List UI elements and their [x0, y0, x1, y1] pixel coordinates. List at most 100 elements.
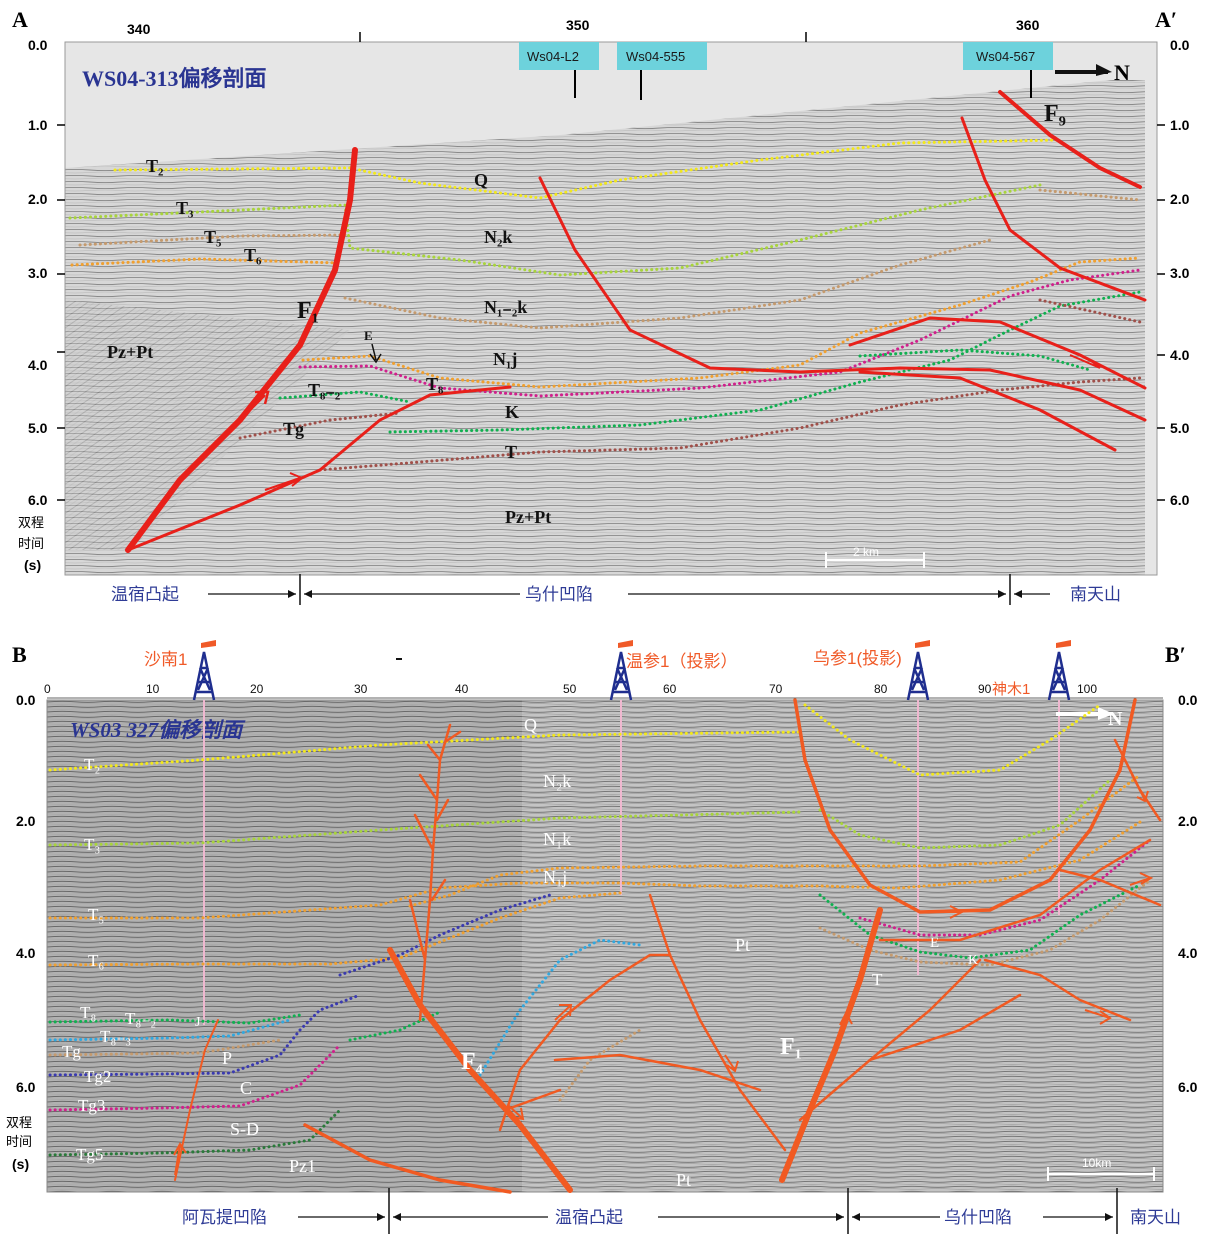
a-horizon-tan2	[343, 238, 992, 330]
well-box-ws04-l2	[519, 42, 599, 70]
a-horizon-orange-left	[70, 257, 342, 267]
b-horizon-t3: T₃	[84, 835, 100, 854]
panel-a-top-tick-360: 360	[1016, 17, 1040, 33]
b-region-awati: 阿瓦提凹陷	[182, 1208, 267, 1227]
b-x40: 40	[455, 682, 469, 696]
a-fault-thrust-right	[848, 316, 1147, 390]
a-label-k: K	[505, 402, 519, 422]
a-label-pzpt-bottom: Pz+Pt	[505, 507, 551, 527]
a-fault-arrow-right	[1069, 354, 1101, 369]
b-x0: 0	[44, 682, 51, 696]
b-horizon-cyan	[48, 938, 642, 1077]
b-label-pt2: Pt	[676, 1170, 691, 1190]
b-horizon-orange1	[408, 773, 1142, 908]
a-horizon-green	[278, 290, 1142, 434]
b-label-pz1: Pz1	[289, 1156, 316, 1176]
b-label-sd: S-D	[230, 1119, 259, 1139]
b-horizon-orange2	[48, 820, 1142, 920]
b-horizon-darkblue	[48, 893, 552, 1077]
a-right-t4: 4.0	[1170, 347, 1190, 363]
b-fault-central-arc	[498, 953, 672, 1132]
well-label-ws04-555: Ws04-555	[626, 49, 685, 64]
panel-b-well-paths	[203, 700, 1060, 1025]
panel-a-scale-label: 2 km	[853, 545, 879, 559]
a-horizon-tan1	[78, 233, 347, 247]
b-label-q: Q	[524, 715, 537, 735]
b-horizon-magenta	[48, 838, 1152, 1112]
a-right-t6: 6.0	[1170, 492, 1190, 508]
b-region-nantianshan: 南天山	[1130, 1208, 1181, 1227]
panel-a-right-time-axis: 0.0 1.0 2.0 3.0 4.0 5.0 6.0	[1170, 37, 1190, 508]
b-well-label-wucan1: 乌参1(投影)	[813, 649, 902, 668]
well-box-ws04-555	[617, 42, 707, 70]
panel-b-title: WS03 327偏移剖面	[70, 718, 246, 742]
panel-a-axis-title-2: 时间	[18, 536, 44, 551]
panel-b-dark-overlay	[47, 700, 522, 1192]
a-left-t5: 5.0	[28, 420, 48, 436]
a-fault-lower-right	[858, 370, 1117, 452]
a-left-t0: 0.0	[28, 37, 48, 53]
a-label-n2k: N₂k	[484, 227, 512, 247]
a-horizon-t2: T₂	[146, 156, 163, 176]
b-label-n1k: N₁k	[543, 829, 571, 849]
derrick-wencan1	[609, 651, 633, 701]
a-region-nantianshan: 南天山	[1070, 585, 1121, 604]
b-fault-label-f1: F₁	[780, 1034, 802, 1060]
panel-b-regions-bar: 阿瓦提凹陷 温宿凸起 乌什凹陷 南天山	[182, 1188, 1181, 1234]
a-fault-upper-right	[960, 116, 1147, 302]
b-left-t0: 0.0	[16, 692, 36, 708]
a-left-t6: 6.0	[28, 492, 48, 508]
b-horizon-tg: Tg	[62, 1042, 81, 1061]
a-fault-arrow-left	[234, 390, 270, 426]
panel-b-scale-bar	[1047, 1167, 1155, 1181]
b-fault-central-right	[648, 893, 787, 1152]
b-label-n2k: N₂k	[543, 771, 571, 791]
a-fault-f1-splay	[126, 385, 512, 552]
b-label-j: J	[195, 1015, 201, 1030]
b-horizon-orange3	[48, 891, 622, 967]
b-x30: 30	[354, 682, 368, 696]
panel-b-north-arrow: N	[1056, 707, 1123, 730]
panel-b: B B′ 0 10 20 30 40 50 60 70 80 90 100 0.…	[6, 640, 1198, 1234]
panel-b-well-derricks	[192, 651, 1071, 701]
panel-a-strata-labels: Q N₂k N₁₋₂k N₁j K T Pz+Pt Pz+Pt E T₂ T₃ …	[107, 101, 1066, 527]
b-right-t2: 2.0	[1178, 813, 1198, 829]
panel-a-corner-right: A′	[1155, 7, 1177, 32]
a-right-t5: 5.0	[1170, 420, 1190, 436]
b-label-c: C	[240, 1078, 252, 1098]
a-label-q: Q	[474, 170, 488, 190]
a-horizon-green-right	[858, 348, 1092, 372]
b-x50: 50	[563, 682, 577, 696]
panel-b-frame	[46, 699, 1164, 1193]
panel-a-frame	[64, 41, 1158, 576]
panel-a-left-time-axis: 0.0 1.0 2.0 3.0 4.0 5.0 6.0	[28, 37, 48, 508]
panel-b-corner-left: B	[12, 642, 27, 667]
b-horizon-t5: T₅	[88, 905, 104, 924]
b-fault-shanan-small	[174, 1019, 219, 1181]
a-horizon-t82: T₈₋₂	[308, 380, 340, 400]
b-fault-label-f4: F₄	[461, 1049, 483, 1075]
well-label-ws04-l2: Ws04-L2	[527, 49, 579, 64]
panel-b-axis-title-2: 时间	[6, 1134, 32, 1149]
panel-a-scale-bar	[825, 552, 925, 568]
b-x20: 20	[250, 682, 264, 696]
b-x100: 100	[1077, 682, 1097, 696]
a-right-t0: 0.0	[1170, 37, 1190, 53]
a-label-n12k: N₁₋₂k	[484, 297, 527, 317]
a-fault-f1-main	[125, 147, 358, 553]
b-left-t2: 2.0	[16, 813, 36, 829]
panel-a-basement-zone	[65, 300, 350, 550]
well-box-ws04-567	[963, 42, 1053, 70]
b-x10: 10	[146, 682, 160, 696]
a-label-pzpt-left: Pz+Pt	[107, 342, 153, 362]
a-label-t: T	[505, 442, 517, 462]
panel-b-horizon-labels: T₂ T₃ T₅ T₆ T₈ T₈₋₂ T₈₋₃ Tg Tg2 Tg3 Tg5	[62, 755, 156, 1164]
b-fault-flower	[408, 723, 462, 1022]
a-right-t3: 3.0	[1170, 265, 1190, 281]
b-horizon-t82: T₈₋₂	[125, 1009, 156, 1028]
a-horizon-brown-right	[1038, 298, 1142, 324]
b-label-k: K	[968, 953, 978, 968]
derrick-shenmu1	[1047, 651, 1071, 701]
b-well-label-shenmu1: 神木1	[992, 681, 1030, 698]
panel-a: A A′ 340 350 360 0.0 1.0 2.0 3.0 4.0 5.0…	[12, 7, 1190, 605]
